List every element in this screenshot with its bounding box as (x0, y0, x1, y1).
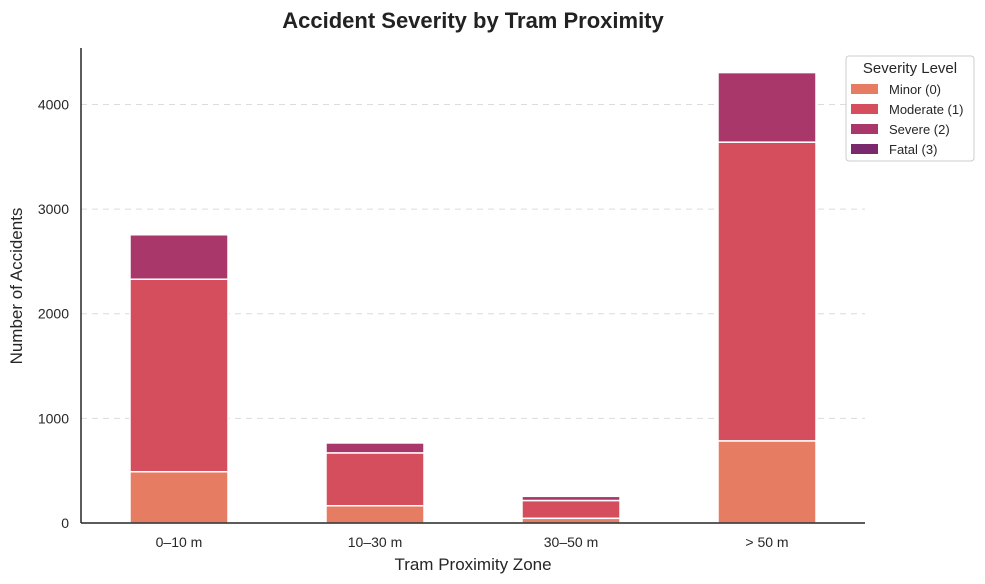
bar-segment (325, 504, 425, 524)
bar-segment (129, 278, 229, 473)
bar-segment (717, 141, 817, 442)
bar-segment (521, 499, 621, 520)
bar-segment (325, 452, 425, 507)
x-tick-labels: 0–10 m 10–30 m 30–50 m > 50 m (156, 534, 789, 550)
y-tick-label: 0 (61, 515, 69, 531)
chart-title: Accident Severity by Tram Proximity (282, 8, 664, 33)
bar-segment (521, 495, 621, 502)
bar-segment (129, 470, 229, 524)
legend-label: Severe (2) (889, 122, 950, 137)
bar-segment (129, 234, 229, 280)
legend-label: Moderate (1) (889, 102, 963, 117)
bar-segment (325, 442, 425, 454)
y-tick-labels: 0 1000 2000 3000 4000 (38, 96, 69, 531)
legend: Severity Level Minor (0) Moderate (1) Seve… (845, 55, 975, 162)
legend-box (845, 55, 975, 162)
y-axis-label: Number of Accidents (7, 208, 26, 365)
y-tick-label: 3000 (38, 201, 69, 217)
y-tick-label: 4000 (38, 96, 69, 112)
legend-swatch (851, 124, 878, 134)
legend-swatch (851, 144, 878, 154)
x-tick-label: > 50 m (745, 534, 788, 550)
y-tick-label: 1000 (38, 410, 69, 426)
legend-swatch (851, 104, 878, 114)
axes (80, 48, 865, 524)
legend-items: Minor (0) Moderate (1) Severe (2) Fatal (3) (851, 82, 963, 157)
legend-label: Minor (0) (889, 82, 941, 97)
y-tick-label: 2000 (38, 306, 69, 322)
x-tick-label: 30–50 m (544, 534, 598, 550)
bars (129, 71, 817, 524)
bar-segment (717, 440, 817, 524)
bar-segment (717, 71, 817, 143)
legend-label: Fatal (3) (889, 142, 937, 157)
x-axis-label: Tram Proximity Zone (394, 555, 551, 574)
x-tick-label: 0–10 m (156, 534, 203, 550)
legend-swatch (851, 84, 878, 94)
x-tick-label: 10–30 m (348, 534, 402, 550)
legend-title: Severity Level (863, 60, 957, 77)
